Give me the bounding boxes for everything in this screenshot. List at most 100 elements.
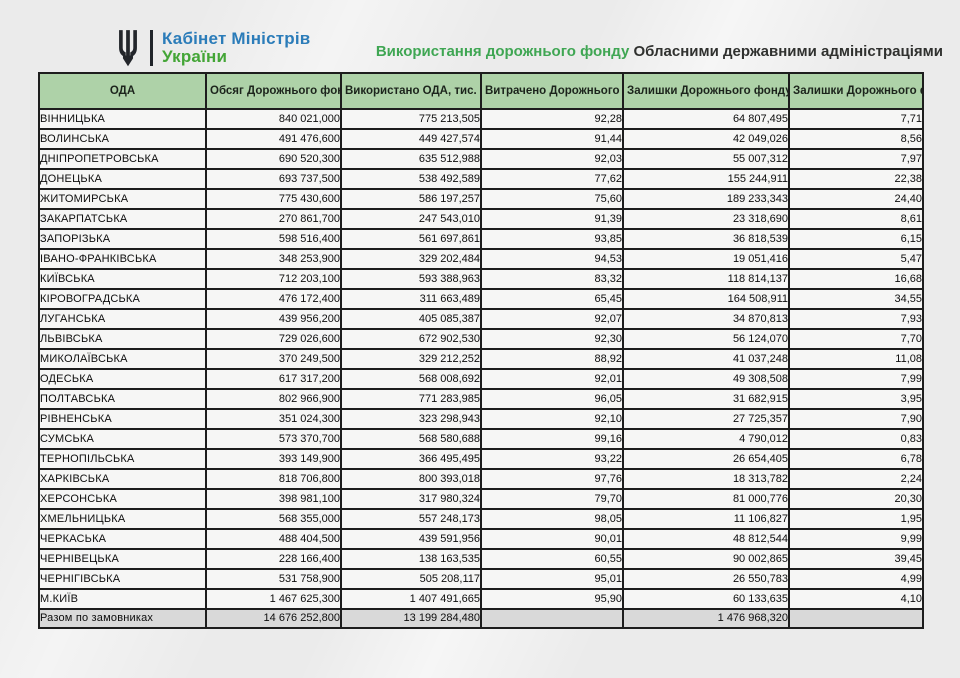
table-row: ДНІПРОПЕТРОВСЬКА 690 520,300 635 512,988 92… bbox=[38, 148, 924, 170]
fund-volume: 531 758,900 bbox=[205, 568, 342, 590]
used-amount: 449 427,574 bbox=[340, 128, 482, 150]
remaining-amount: 49 308,508 bbox=[622, 368, 790, 390]
region-name: ЗАПОРІЗЬКА bbox=[38, 228, 207, 250]
fund-volume: 617 317,200 bbox=[205, 368, 342, 390]
fund-volume: 573 370,700 bbox=[205, 428, 342, 450]
column-header-fund-volume: Обсяг Дорожнього фонду, тис. грн. bbox=[205, 72, 342, 110]
region-name: ЛЬВІВСЬКА bbox=[38, 328, 207, 350]
column-header-remaining: Залишки Дорожнього фонду, тис. грн. bbox=[622, 72, 790, 110]
column-header-remaining-percent: Залишки Дорожнього фон, % bbox=[788, 72, 924, 110]
remaining-amount: 155 244,911 bbox=[622, 168, 790, 190]
totals-remaining-percent bbox=[788, 608, 924, 629]
fund-volume: 351 024,300 bbox=[205, 408, 342, 430]
remaining-percent: 34,55 bbox=[788, 288, 924, 310]
logo-text: Кабінет Міністрів України bbox=[162, 30, 310, 66]
region-name: МИКОЛАЇВСЬКА bbox=[38, 348, 207, 370]
fund-volume: 491 476,600 bbox=[205, 128, 342, 150]
table-row: ЗАКАРПАТСЬКА 270 861,700 247 543,010 91,39 2… bbox=[38, 208, 924, 230]
cabinet-of-ministers-logo: Кабінет Міністрів України bbox=[115, 29, 310, 67]
column-header-spent-percent: Витрачено Дорожнього Фонду,% bbox=[480, 72, 624, 110]
table-row: ЧЕРКАСЬКА 488 404,500 439 591,956 90,01 48 8… bbox=[38, 528, 924, 550]
used-amount: 329 212,252 bbox=[340, 348, 482, 370]
region-name: ДОНЕЦЬКА bbox=[38, 168, 207, 190]
table-row: ЖИТОМИРСЬКА 775 430,600 586 197,257 75,60 18… bbox=[38, 188, 924, 210]
remaining-amount: 41 037,248 bbox=[622, 348, 790, 370]
used-amount: 311 663,489 bbox=[340, 288, 482, 310]
used-amount: 568 008,692 bbox=[340, 368, 482, 390]
spent-percent: 75,60 bbox=[480, 188, 624, 210]
fund-volume: 476 172,400 bbox=[205, 288, 342, 310]
spent-percent: 92,03 bbox=[480, 148, 624, 170]
remaining-amount: 81 000,776 bbox=[622, 488, 790, 510]
remaining-percent: 2,24 bbox=[788, 468, 924, 490]
table-row: ОДЕСЬКА 617 317,200 568 008,692 92,01 49 308… bbox=[38, 368, 924, 390]
fund-volume: 228 166,400 bbox=[205, 548, 342, 570]
table-row: ХАРКІВСЬКА 818 706,800 800 393,018 97,76 18 … bbox=[38, 468, 924, 490]
remaining-percent: 7,93 bbox=[788, 308, 924, 330]
page-title: Використання дорожнього фонду Обласними … bbox=[376, 43, 943, 60]
region-name: ОДЕСЬКА bbox=[38, 368, 207, 390]
region-name: ЗАКАРПАТСЬКА bbox=[38, 208, 207, 230]
remaining-amount: 31 682,915 bbox=[622, 388, 790, 410]
fund-volume: 712 203,100 bbox=[205, 268, 342, 290]
table-row: РІВНЕНСЬКА 351 024,300 323 298,943 92,10 27 … bbox=[38, 408, 924, 430]
table-row: ХЕРСОНСЬКА 398 981,100 317 980,324 79,70 81 … bbox=[38, 488, 924, 510]
spent-percent: 90,01 bbox=[480, 528, 624, 550]
remaining-amount: 189 233,343 bbox=[622, 188, 790, 210]
table-row: М.КИЇВ 1 467 625,300 1 407 491,665 95,90 60 … bbox=[38, 588, 924, 610]
remaining-percent: 39,45 bbox=[788, 548, 924, 570]
table-row: ДОНЕЦЬКА 693 737,500 538 492,589 77,62 155 2… bbox=[38, 168, 924, 190]
used-amount: 635 512,988 bbox=[340, 148, 482, 170]
remaining-amount: 42 049,026 bbox=[622, 128, 790, 150]
remaining-percent: 7,97 bbox=[788, 148, 924, 170]
remaining-percent: 4,10 bbox=[788, 588, 924, 610]
remaining-percent: 3,95 bbox=[788, 388, 924, 410]
remaining-percent: 11,08 bbox=[788, 348, 924, 370]
spent-percent: 97,76 bbox=[480, 468, 624, 490]
table-row: ВОЛИНСЬКА 491 476,600 449 427,574 91,44 42 0… bbox=[38, 128, 924, 150]
remaining-amount: 4 790,012 bbox=[622, 428, 790, 450]
used-amount: 568 580,688 bbox=[340, 428, 482, 450]
used-amount: 505 208,117 bbox=[340, 568, 482, 590]
fund-volume: 598 516,400 bbox=[205, 228, 342, 250]
used-amount: 323 298,943 bbox=[340, 408, 482, 430]
remaining-percent: 22,38 bbox=[788, 168, 924, 190]
spent-percent: 91,44 bbox=[480, 128, 624, 150]
remaining-amount: 48 812,544 bbox=[622, 528, 790, 550]
remaining-percent: 7,99 bbox=[788, 368, 924, 390]
spent-percent: 83,32 bbox=[480, 268, 624, 290]
fund-volume: 439 956,200 bbox=[205, 308, 342, 330]
fund-volume: 488 404,500 bbox=[205, 528, 342, 550]
totals-spent-percent bbox=[480, 608, 624, 629]
spent-percent: 98,05 bbox=[480, 508, 624, 530]
remaining-percent: 5,47 bbox=[788, 248, 924, 270]
used-amount: 439 591,956 bbox=[340, 528, 482, 550]
spent-percent: 88,92 bbox=[480, 348, 624, 370]
spent-percent: 94,53 bbox=[480, 248, 624, 270]
fund-volume: 370 249,500 bbox=[205, 348, 342, 370]
table-row: КІРОВОГРАДСЬКА 476 172,400 311 663,489 65,4… bbox=[38, 288, 924, 310]
fund-volume: 348 253,900 bbox=[205, 248, 342, 270]
used-amount: 771 283,985 bbox=[340, 388, 482, 410]
totals-remaining-amount: 1 476 968,320 bbox=[622, 608, 790, 629]
region-name: ІВАНО-ФРАНКІВСЬКА bbox=[38, 248, 207, 270]
remaining-amount: 11 106,827 bbox=[622, 508, 790, 530]
used-amount: 317 980,324 bbox=[340, 488, 482, 510]
region-name: ЧЕРНІВЕЦЬКА bbox=[38, 548, 207, 570]
remaining-percent: 7,71 bbox=[788, 108, 924, 130]
spent-percent: 92,30 bbox=[480, 328, 624, 350]
spent-percent: 95,01 bbox=[480, 568, 624, 590]
spent-percent: 77,62 bbox=[480, 168, 624, 190]
remaining-amount: 26 654,405 bbox=[622, 448, 790, 470]
spent-percent: 79,70 bbox=[480, 488, 624, 510]
spent-percent: 92,28 bbox=[480, 108, 624, 130]
region-name: ХМЕЛЬНИЦЬКА bbox=[38, 508, 207, 530]
remaining-percent: 6,78 bbox=[788, 448, 924, 470]
spent-percent: 96,05 bbox=[480, 388, 624, 410]
column-header-oda: ОДА bbox=[38, 72, 207, 110]
used-amount: 247 543,010 bbox=[340, 208, 482, 230]
spent-percent: 99,16 bbox=[480, 428, 624, 450]
used-amount: 405 085,387 bbox=[340, 308, 482, 330]
remaining-amount: 90 002,865 bbox=[622, 548, 790, 570]
